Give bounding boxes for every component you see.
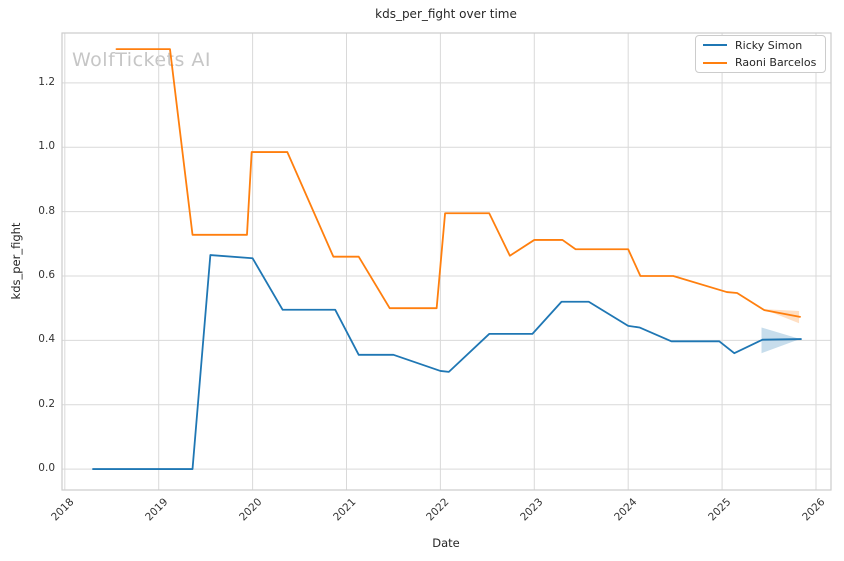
legend-label: Ricky Simon xyxy=(735,38,803,52)
y-axis-label: kds_per_fight xyxy=(9,222,23,300)
y-tick-label: 0.2 xyxy=(38,397,55,410)
y-tick-label: 1.0 xyxy=(38,140,55,153)
legend-label: Raoni Barcelos xyxy=(735,56,817,70)
legend: Ricky Simon Raoni Barcelos xyxy=(695,35,826,73)
y-tick-label: 0.4 xyxy=(38,333,55,346)
legend-entry-raoni-barcelos: Raoni Barcelos xyxy=(696,54,825,71)
y-tick-label: 0.6 xyxy=(38,268,55,281)
forecast-band xyxy=(761,327,801,354)
legend-line-orange-icon xyxy=(703,61,727,64)
watermark: WolfTickets AI xyxy=(72,49,212,71)
plot-border xyxy=(61,32,832,491)
series-line-raoni-barcelos xyxy=(115,48,801,318)
legend-entry-ricky-simon: Ricky Simon xyxy=(696,37,825,54)
y-tick-label: 0.8 xyxy=(38,204,55,217)
series-line-ricky-simon xyxy=(92,254,802,470)
y-tick-label: 1.2 xyxy=(38,75,55,88)
chart-title: kds_per_fight over time xyxy=(375,7,517,21)
forecast-band xyxy=(763,309,800,324)
legend-line-blue-icon xyxy=(703,44,727,47)
x-axis-label: Date xyxy=(432,536,460,550)
y-tick-label: 0.0 xyxy=(38,462,55,475)
